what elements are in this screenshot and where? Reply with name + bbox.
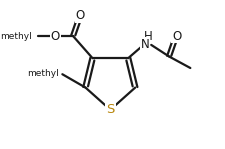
Text: N: N xyxy=(141,38,149,51)
Text: methyl: methyl xyxy=(0,31,32,41)
Text: methyl: methyl xyxy=(27,69,59,78)
Text: O: O xyxy=(76,9,85,22)
Text: S: S xyxy=(106,103,115,116)
Text: H: H xyxy=(144,30,153,42)
Text: O: O xyxy=(51,30,60,42)
Text: O: O xyxy=(172,30,182,42)
